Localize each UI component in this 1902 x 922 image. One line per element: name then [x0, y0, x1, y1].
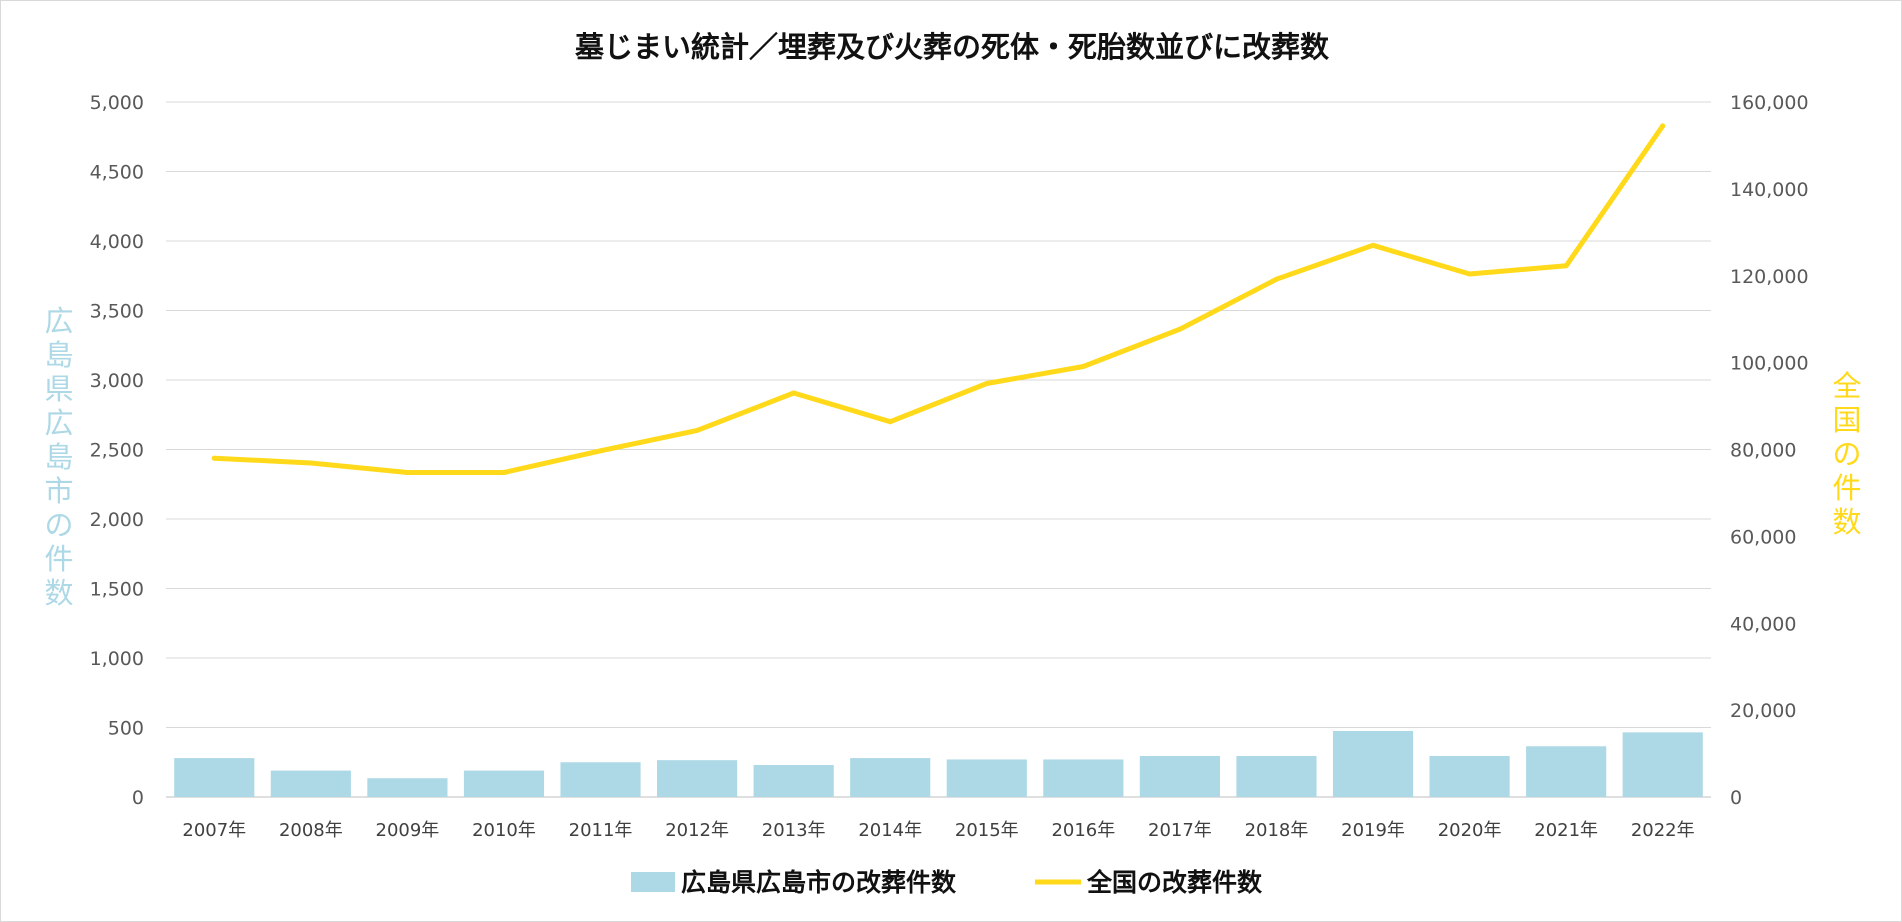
line-point	[501, 470, 507, 476]
y2-tick-label: 60,000	[1730, 526, 1796, 548]
y-tick-label: 3,500	[90, 301, 144, 323]
line-point	[1563, 263, 1569, 269]
y-tick-label: 4,000	[90, 231, 144, 253]
bar	[1139, 755, 1220, 797]
x-tick-label: 2020年	[1438, 820, 1502, 841]
x-tick-label: 2016年	[1051, 820, 1115, 841]
legend-swatch-bar	[631, 872, 675, 892]
x-tick-label: 2009年	[376, 820, 440, 841]
y-tick-label: 4,500	[90, 162, 144, 184]
x-tick-label: 2017年	[1148, 820, 1212, 841]
bar	[1526, 746, 1607, 797]
y-tick-label: 1,500	[90, 579, 144, 601]
bar-series	[174, 730, 1703, 797]
line-point	[694, 427, 700, 433]
line-point	[1370, 242, 1376, 248]
bar	[1429, 755, 1510, 797]
gridlines	[166, 101, 1711, 798]
x-tick-label: 2022年	[1631, 820, 1695, 841]
y2-tick-label: 120,000	[1730, 266, 1809, 288]
line-point	[791, 390, 797, 396]
chart-title: 墓じまい統計／埋葬及び火葬の死体・死胎数並びに改葬数	[574, 30, 1330, 64]
legend-label-bar: 広島県広島市の改葬件数	[681, 868, 957, 897]
y2-tick-label: 140,000	[1730, 179, 1809, 201]
bar	[1332, 730, 1414, 797]
y2-tick-label: 40,000	[1730, 613, 1796, 635]
right-axis-ticks: 160,000 140,000 120,000 100,000 80,000 60,000…	[1730, 92, 1809, 809]
line-point	[308, 460, 314, 466]
bar	[270, 770, 351, 797]
x-tick-label: 2010年	[472, 820, 536, 841]
line-point	[1660, 123, 1666, 129]
bar	[1622, 732, 1703, 797]
x-tick-label: 2021年	[1534, 820, 1598, 841]
line-point	[1080, 364, 1086, 370]
line-series-path	[211, 123, 1666, 475]
line-point	[887, 419, 893, 425]
y2-axis-title: 全国の件数	[1832, 369, 1861, 539]
bar	[463, 770, 545, 797]
x-tick-label: 2019年	[1341, 820, 1405, 841]
line-point	[1273, 276, 1279, 282]
bar	[850, 758, 931, 797]
right-axis-title: 全国の件数	[1832, 369, 1861, 539]
bar	[657, 760, 738, 797]
x-tick-label: 2011年	[569, 820, 633, 841]
legend: 広島県広島市の改葬件数 全国の改葬件数	[631, 868, 1263, 897]
x-tick-label: 2015年	[955, 820, 1019, 841]
x-tick-label: 2008年	[279, 820, 343, 841]
bar	[753, 765, 834, 797]
line-point	[984, 380, 990, 386]
bar	[560, 762, 641, 797]
bar	[1236, 755, 1317, 797]
y2-tick-label: 80,000	[1730, 440, 1796, 462]
y-tick-label: 2,500	[90, 440, 144, 462]
x-axis-ticks: 2007年 2008年 2009年 2010年 2011年 2012年 2013年 2014年…	[182, 820, 1694, 841]
x-tick-label: 2012年	[665, 820, 729, 841]
line-series	[211, 123, 1666, 476]
y-tick-label: 0	[132, 787, 144, 809]
left-axis-ticks: 5,000 4,500 4,000 3,500 3,000 2,500 2,000 1,500…	[90, 92, 144, 809]
bar	[174, 758, 255, 797]
x-tick-label: 2007年	[182, 820, 246, 841]
bar	[367, 778, 448, 797]
line-point	[404, 470, 410, 476]
line-point	[1467, 271, 1473, 277]
line-point	[1177, 326, 1183, 332]
bar	[1043, 759, 1124, 797]
y2-tick-label: 0	[1730, 787, 1742, 809]
y2-tick-label: 100,000	[1730, 353, 1809, 375]
x-tick-label: 2018年	[1245, 820, 1309, 841]
line-point	[598, 448, 604, 454]
bar	[946, 759, 1027, 797]
y2-tick-label: 160,000	[1730, 92, 1809, 114]
y-tick-label: 2,000	[90, 509, 144, 531]
legend-label-line: 全国の改葬件数	[1086, 868, 1263, 897]
x-tick-label: 2013年	[762, 820, 826, 841]
y-tick-label: 5,000	[90, 92, 144, 114]
y-tick-label: 1,000	[90, 648, 144, 670]
left-axis-title: 広島県広島市の件数	[44, 304, 73, 610]
y2-tick-label: 20,000	[1730, 700, 1796, 722]
x-tick-label: 2014年	[858, 820, 922, 841]
y-tick-label: 500	[108, 718, 144, 740]
y-tick-label: 3,000	[90, 370, 144, 392]
line-point	[211, 455, 217, 461]
y-axis-title: 広島県広島市の件数	[44, 304, 73, 610]
